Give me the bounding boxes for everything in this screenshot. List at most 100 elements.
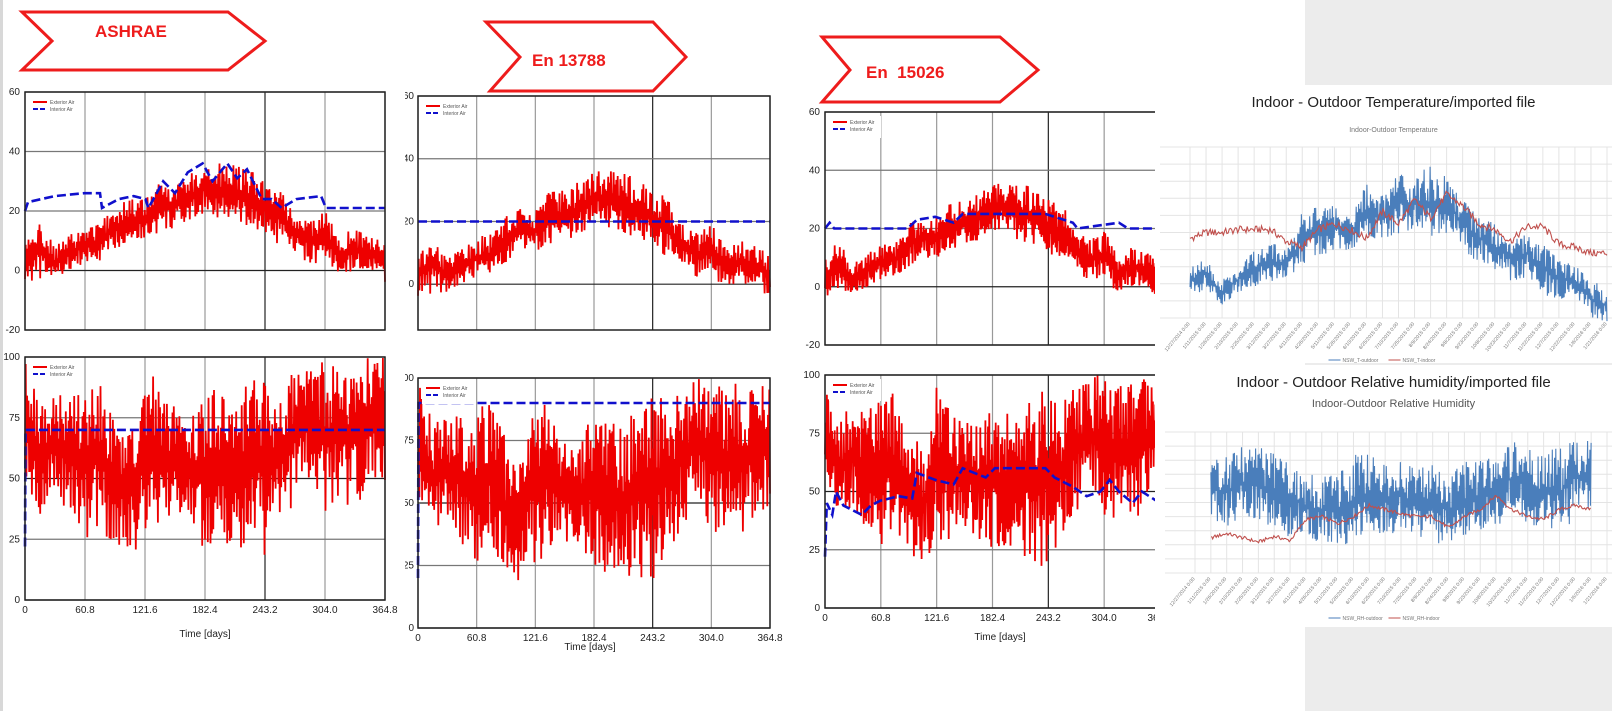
- y-tick-label: 0: [814, 282, 820, 293]
- y-axis: 60 40 20 0: [403, 91, 415, 290]
- chart-background: [1155, 85, 1612, 363]
- y-tick-label: 50: [403, 498, 415, 509]
- y-tick-label: 25: [9, 534, 21, 545]
- y-axis: 100 75 50 25 0: [397, 373, 415, 634]
- y-tick-label: 0: [14, 266, 20, 277]
- tag-arrow-shape: [818, 35, 1041, 104]
- legend-label: NSW_RH-outdoor: [1343, 616, 1384, 622]
- legend-label: Interior Air: [443, 111, 466, 117]
- y-tick-label: 0: [14, 595, 20, 606]
- x-tick-label: 304.0: [699, 633, 724, 644]
- chart-title: Indoor - Outdoor Temperature/imported fi…: [1251, 94, 1535, 111]
- x-tick-label: 60.8: [871, 613, 891, 624]
- tag-arrow-shape: [18, 10, 268, 72]
- x-tick-label: 304.0: [1092, 613, 1117, 624]
- series-interior-air: [823, 466, 1161, 557]
- legend-label: Interior Air: [850, 127, 873, 133]
- y-tick-label: 100: [397, 373, 414, 384]
- tag-arrow-shape: [482, 20, 689, 93]
- x-tick-label: 0: [415, 633, 421, 644]
- series-interior-air: [823, 212, 1160, 230]
- chart-en13788_rh: 100 75 50 25 00 60.8 121.6 182.4 243.2 304.0 364.8…: [397, 373, 783, 653]
- x-tick-label: 121.6: [132, 605, 157, 616]
- y-tick-label: 75: [809, 428, 821, 439]
- x-tick-label: 182.4: [980, 613, 1005, 624]
- series-exterior-air: [417, 379, 771, 581]
- y-tick-label: 40: [9, 147, 21, 158]
- chart-title: Indoor - Outdoor Relative humidity/impor…: [1236, 374, 1550, 391]
- y-tick-label: 50: [809, 487, 821, 498]
- y-tick-label: -20: [6, 325, 21, 336]
- legend-label: Exterior Air: [443, 386, 468, 392]
- x-tick-label: 60.8: [75, 605, 95, 616]
- y-axis: 100 75 50 25 0: [3, 352, 20, 606]
- y-tick-label: 100: [3, 352, 20, 363]
- y-axis: 60 40 20 0 -20: [806, 107, 821, 351]
- legend: NSW_RH-outdoor NSW_RH-indoor: [1328, 616, 1441, 622]
- y-tick-label: 50: [9, 474, 21, 485]
- tag-ashrae: ASHRAE: [18, 10, 268, 72]
- plot-frame: [417, 95, 771, 331]
- x-axis-label: Time [days]: [974, 632, 1026, 643]
- y-axis: 60 40 20 0 -20: [6, 87, 21, 336]
- series-exterior-air: [824, 375, 1161, 566]
- legend-label: Exterior Air: [50, 365, 75, 371]
- x-tick-label: 364.8: [757, 633, 782, 644]
- legend-label: Interior Air: [443, 393, 466, 399]
- y-tick-label: 75: [403, 436, 415, 447]
- x-tick-label: 182.4: [192, 605, 217, 616]
- legend: NSW_T-outdoor NSW_T-indoor: [1328, 358, 1436, 364]
- y-tick-label: 0: [814, 603, 820, 614]
- tag-label: En 15026: [866, 63, 944, 82]
- x-axis-label: Time [days]: [564, 642, 616, 653]
- x-tick-label: 182.4: [581, 633, 606, 644]
- chart-ashrae_rh: 100 75 50 25 00 60.8 121.6 182.4 243.2 304.0 364.8…: [3, 352, 398, 640]
- y-tick-label: 20: [403, 216, 415, 227]
- tag-label: En 13788: [532, 51, 606, 70]
- tag-label: ASHRAE: [95, 22, 167, 41]
- x-tick-label: 243.2: [640, 633, 665, 644]
- chart-subtitle: Indoor-Outdoor Temperature: [1349, 127, 1438, 134]
- y-tick-label: 20: [9, 206, 21, 217]
- plot-frame: [417, 377, 771, 629]
- chart-subtitle: Indoor-Outdoor Relative Humidity: [1312, 398, 1476, 410]
- legend-label: NSW_T-outdoor: [1343, 358, 1379, 364]
- y-tick-label: 100: [803, 370, 820, 381]
- chart-en15026_rh: 1007550250060.8121.6182.4243.2304.0364.8…: [803, 370, 1173, 643]
- series-exterior-air: [24, 163, 386, 282]
- y-tick-label: 60: [809, 107, 821, 118]
- series-interior-air: [23, 428, 385, 547]
- legend-label: Exterior Air: [850, 120, 875, 126]
- y-tick-label: 25: [809, 545, 821, 556]
- tag-en15026: En 15026: [818, 35, 1041, 104]
- tag-en13788: En 13788: [482, 20, 689, 93]
- legend-label: NSW_RH-indoor: [1403, 616, 1441, 622]
- x-tick-label: 304.0: [312, 605, 337, 616]
- legend-label: Interior Air: [50, 372, 73, 378]
- x-tick-label: 121.6: [924, 613, 949, 624]
- series-indoor: [1189, 190, 1608, 257]
- chart-excel_temp: Indoor - Outdoor Temperature/imported fi…: [1155, 85, 1612, 364]
- plot-frame: [24, 356, 386, 601]
- series-outdoor: [1189, 166, 1608, 322]
- legend-label: Exterior Air: [850, 383, 875, 389]
- y-tick-label: 0: [408, 279, 414, 290]
- x-tick-label: 243.2: [252, 605, 277, 616]
- y-axis: 100 75 50 25 0: [803, 370, 820, 614]
- left-border: [0, 0, 3, 711]
- series-interior-air: [23, 161, 385, 212]
- plot-frame: [24, 91, 386, 331]
- series-indoor: [1211, 494, 1591, 544]
- series-exterior-air: [824, 183, 1161, 296]
- series-outdoor: [1210, 440, 1592, 545]
- x-tick-label: 243.2: [1036, 613, 1061, 624]
- y-tick-label: 60: [9, 87, 21, 98]
- y-tick-label: 25: [403, 561, 415, 572]
- x-tick-label: 0: [822, 613, 828, 624]
